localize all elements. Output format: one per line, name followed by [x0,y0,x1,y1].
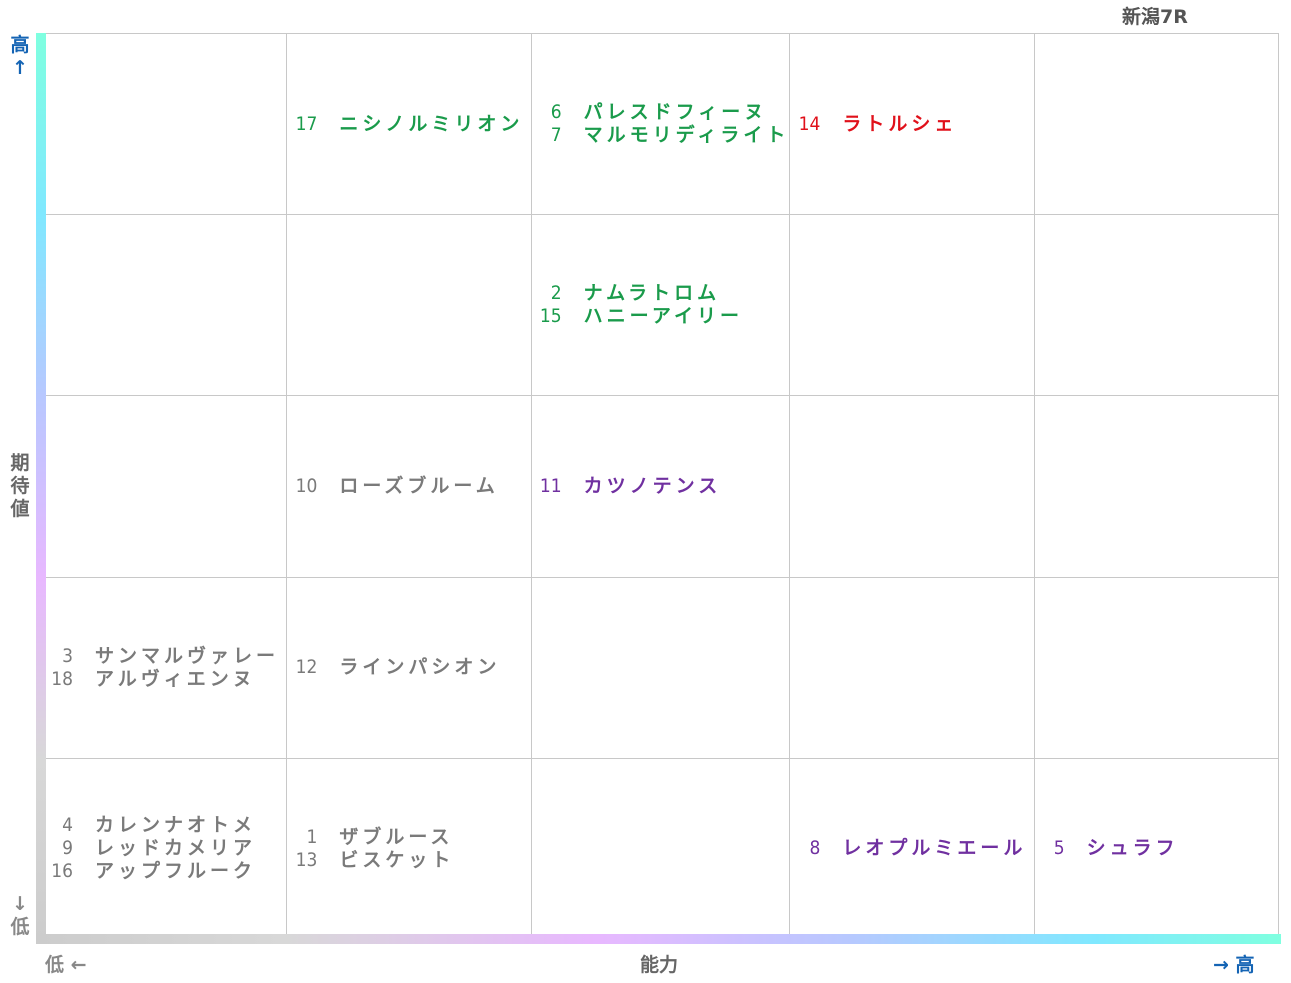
horse-name: ハニーアイリー [583,305,743,328]
horse-number: 9 [62,837,73,860]
horse-entry: 18 アルヴィエンヌ [43,668,286,691]
horse-entry: 13 ビスケット [287,849,530,872]
horse-name: シュラフ [1086,837,1179,860]
horse-entry: 16 アップフルーク [43,860,286,883]
grid-cell [530,577,790,759]
horse-number: 15 [539,305,562,328]
grid-cell [42,396,287,578]
grid-cell: 8 レオプルミエール [789,758,1034,940]
horse-number: 6 [550,101,562,124]
grid-cell: 12 ラインパシオン [286,577,531,759]
horse-name: パレスドフィーヌ [583,101,768,124]
grid-cell: 2 ナムラトロム 15 ハニーアイリー [530,215,790,397]
grid-cell [1033,396,1278,578]
horse-name: ニシノルミリオン [339,112,524,135]
grid-cell [1033,215,1278,397]
horse-entry: 14 ラトルシェ [790,113,1033,136]
x-axis-low: 低 ← [45,954,87,976]
horse-name: マルモリディライト [583,124,790,147]
y-axis-low: ↓低 [10,893,30,938]
grid-cell [286,215,531,397]
grid-cell [42,215,287,397]
grid-cell [789,215,1034,397]
grid-cell [789,577,1034,759]
horse-number: 1 [306,825,318,848]
horse-name: サンマルヴァレー [95,644,280,667]
horse-entry: 17 ニシノルミリオン [287,113,530,136]
horse-number: 18 [51,667,73,690]
horse-number: 10 [295,474,318,497]
grid-cell: 17 ニシノルミリオン [286,34,531,216]
y-axis-bar [36,33,46,942]
grid-cell: 5 シュラフ [1033,758,1278,940]
grid-cell [789,396,1034,578]
horse-number: 17 [295,112,318,135]
grid-cell: 14 ラトルシェ [789,34,1034,216]
x-axis-high: → 高 [1213,954,1255,976]
grid-cell [42,34,287,216]
horse-entry: 5 シュラフ [1035,837,1278,860]
horse-entry: 6 パレスドフィーヌ [532,101,790,124]
grid-cell: 1 ザブルース 13 ビスケット [286,758,531,940]
horse-name: カレンナオトメ [95,814,257,837]
grid-cell: 6 パレスドフィーヌ 7 マルモリディライト [530,34,790,216]
horse-name: ビスケット [339,848,455,871]
horse-name: レオプルミエール [842,837,1027,860]
horse-number: 11 [539,474,562,497]
matrix-grid: 17 ニシノルミリオン 6 パレスドフィーヌ 7 マルモリディライト 14 ラトルシェ 2 ナムラ… [42,33,1279,940]
x-axis-bar [36,934,1281,944]
horse-name: ローズブルーム [339,474,499,497]
horse-number: 7 [550,124,562,147]
grid-cell [1033,577,1278,759]
race-title: 新潟7R [1122,6,1188,28]
horse-name: ナムラトロム [583,282,721,305]
grid-cell: 3 サンマルヴァレー 18 アルヴィエンヌ [42,577,287,759]
horse-name: ラインパシオン [339,656,501,679]
horse-number: 3 [62,644,73,667]
horse-entry: 9 レッドカメリア [43,837,286,860]
horse-entry: 1 ザブルース [287,826,530,849]
horse-name: レッドカメリア [95,837,257,860]
y-axis-label: 期待値 [10,452,30,520]
grid-cell: 10 ローズブルーム [286,396,531,578]
grid-cell: 11 カツノテンス [530,396,790,578]
horse-number: 13 [295,848,318,871]
grid-cell [530,758,790,940]
x-axis-label: 能力 [640,954,679,976]
horse-number: 5 [1053,837,1065,860]
horse-number: 14 [798,112,821,135]
horse-number: 16 [51,860,73,883]
horse-entry: 2 ナムラトロム [532,282,790,305]
grid-cell [1033,34,1278,216]
horse-entry: 10 ローズブルーム [287,475,530,498]
horse-entry: 11 カツノテンス [532,475,790,498]
grid-cell: 4 カレンナオトメ 9 レッドカメリア 16 アップフルーク [42,758,287,940]
horse-entry: 4 カレンナオトメ [43,814,286,837]
horse-name: アップフルーク [95,860,257,883]
horse-number: 8 [809,837,821,860]
horse-name: ザブルース [339,825,454,848]
horse-name: アルヴィエンヌ [95,667,256,690]
horse-name: カツノテンス [583,474,722,497]
horse-number: 2 [550,282,562,305]
horse-name: ラトルシェ [842,112,958,135]
horse-number: 4 [62,814,73,837]
horse-entry: 8 レオプルミエール [790,837,1033,860]
horse-entry: 12 ラインパシオン [287,656,530,679]
horse-entry: 3 サンマルヴァレー [43,645,286,668]
horse-entry: 15 ハニーアイリー [532,305,790,328]
horse-entry: 7 マルモリディライト [532,124,790,147]
horse-number: 12 [295,656,318,679]
y-axis-high: 高↑ [10,34,30,79]
